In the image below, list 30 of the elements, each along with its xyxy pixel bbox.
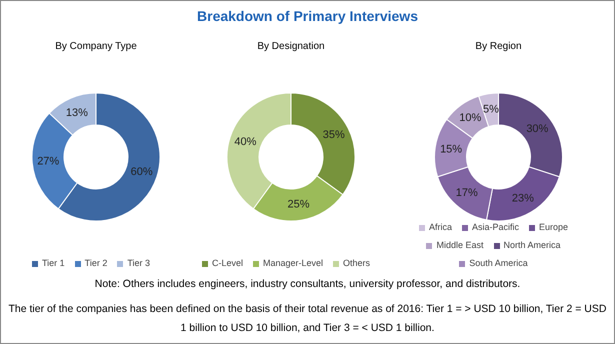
chart-title: By Company Type xyxy=(54,41,138,54)
data-label: 23% xyxy=(512,192,534,204)
legend-label: Tier 1 xyxy=(42,258,65,268)
data-label: 5% xyxy=(483,104,500,116)
legend-label: Europe xyxy=(539,222,568,232)
data-label: 35% xyxy=(322,129,345,142)
data-label: 17% xyxy=(456,187,478,200)
data-label: 40% xyxy=(234,136,257,148)
text: Note: Others includes engineers, industry consultants, university professor, and distributors. xyxy=(94,277,522,292)
data-label: 27% xyxy=(37,156,60,168)
text: The tier of the companies has been defined on the basis of their total revenue as of 2016: Tier 1 = > USD 10 billion, Tier 2 = USD 1 billion to USD 10 billion, and Tier 3 = < USD 1 billion. xyxy=(8,302,608,336)
chart-title: By Designation xyxy=(256,41,326,54)
legend-label: Manager-Level xyxy=(262,258,324,268)
legend-label: South America xyxy=(469,258,528,268)
data-label: 25% xyxy=(287,198,310,210)
data-label: 10% xyxy=(459,112,482,124)
data-label: 60% xyxy=(130,166,153,178)
data-label: 13% xyxy=(66,106,88,119)
chart-title: By Region xyxy=(474,41,523,54)
legend-label: Tier 3 xyxy=(127,258,150,268)
data-label: 15% xyxy=(440,143,462,156)
legend-label: North America xyxy=(504,240,561,250)
legend-label: Middle East xyxy=(436,240,484,250)
legend-label: Africa xyxy=(428,222,452,232)
text: Breakdown of Primary Interviews xyxy=(196,8,419,24)
legend-label: Tier 2 xyxy=(84,258,108,268)
data-label: 30% xyxy=(526,122,549,135)
legend-label: Others xyxy=(343,258,370,268)
legend-label: Asia-Pacific xyxy=(472,222,519,232)
legend-label: C-Level xyxy=(212,258,243,268)
